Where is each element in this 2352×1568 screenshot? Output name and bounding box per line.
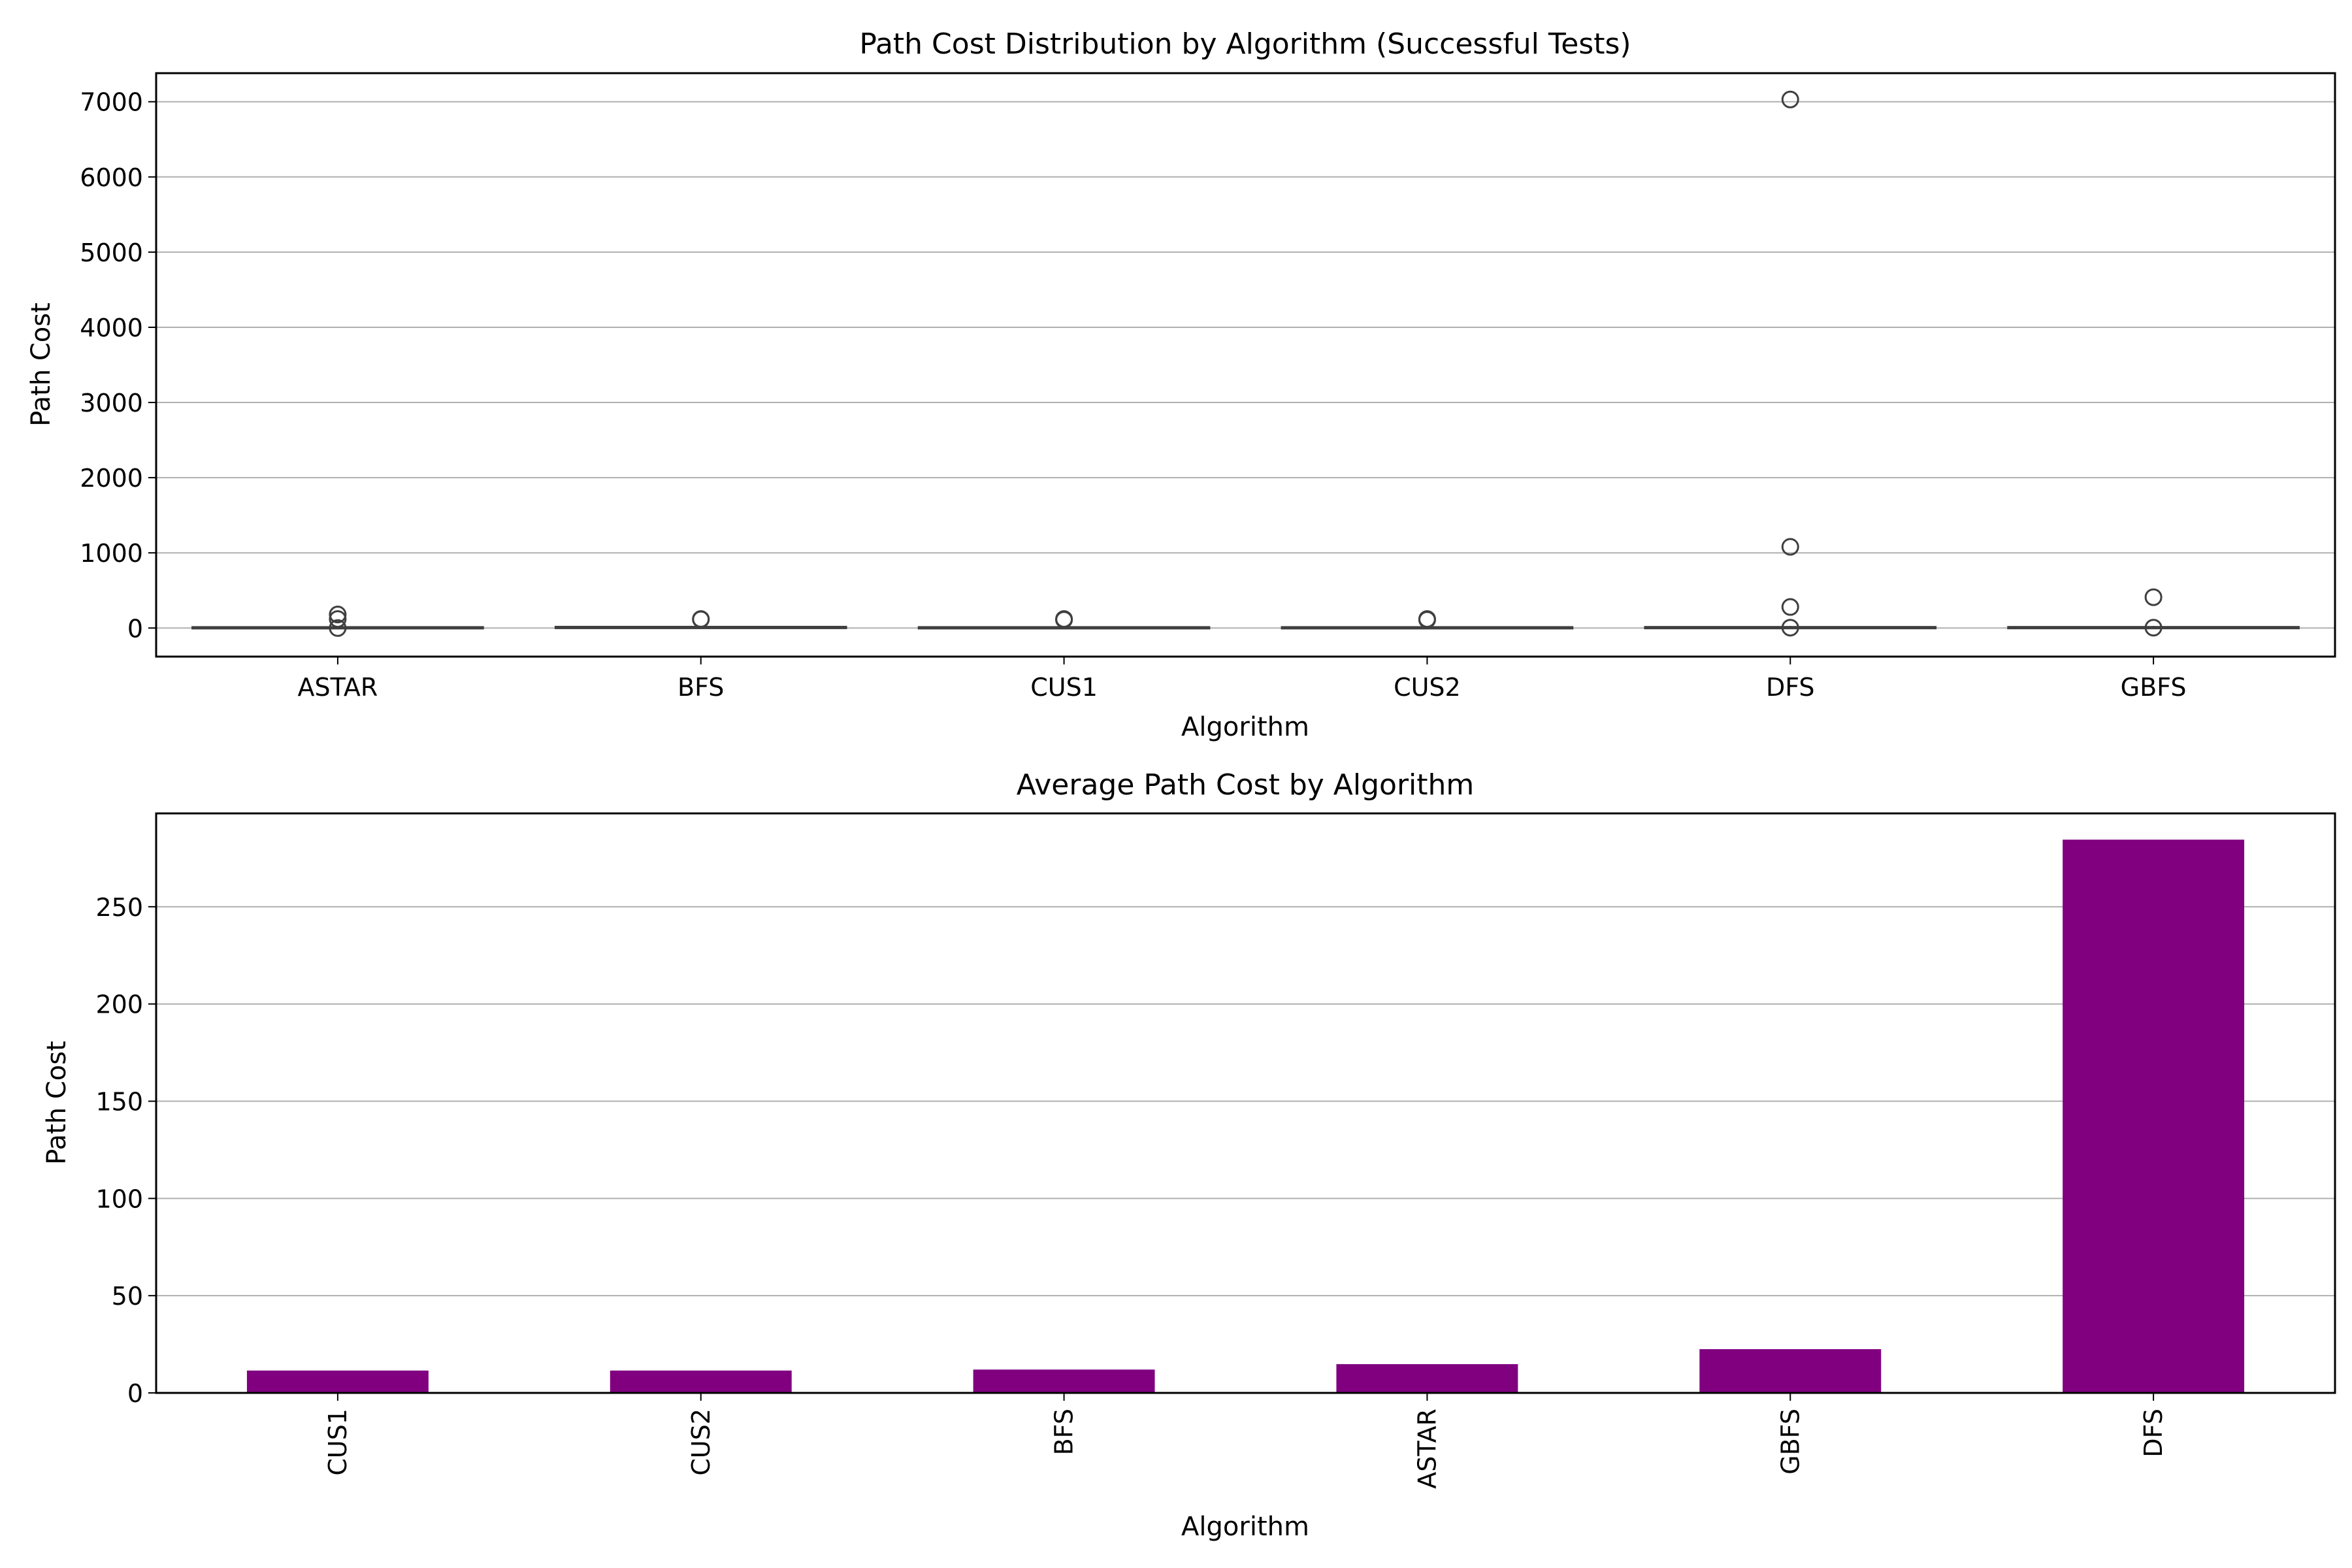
box-x-tick-label-cus2: CUS2: [1394, 673, 1461, 702]
bar-y-tick-label-250: 250: [95, 893, 143, 922]
box-y-tick-label-6000: 6000: [80, 163, 143, 192]
bar-y-tick-label-200: 200: [95, 990, 143, 1019]
box-outlier-dfs-0: [1781, 90, 1799, 108]
bar-astar: [1336, 1364, 1518, 1393]
box-y-tick-label-5000: 5000: [80, 238, 143, 267]
bar-gbfs: [1699, 1349, 1882, 1393]
bar-x-tick-label-bfs: BFS: [1050, 1409, 1079, 1455]
box-x-tick-label-astar: ASTAR: [298, 673, 378, 702]
box-y-tick-label-1000: 1000: [80, 539, 143, 568]
box-outlier-cus1-1: [1055, 611, 1073, 629]
box-y-tick-label-7000: 7000: [80, 88, 143, 117]
box-outlier-dfs-3: [1781, 619, 1799, 637]
box-y-tick-label-2000: 2000: [80, 464, 143, 493]
box-plot-y-ticks: 0 1000 2000 3000 4000 5000 6000 7000: [80, 88, 156, 643]
box-x-tick-label-cus1: CUS1: [1030, 673, 1098, 702]
box-x-tick-label-bfs: BFS: [678, 673, 724, 702]
box-plot-panel: Path Cost Distribution by Algorithm (Suc…: [26, 27, 2336, 742]
box-plot-x-axis-label: Algorithm: [1181, 712, 1309, 742]
bar-chart-frame: [155, 812, 2336, 1394]
box-outlier-dfs-2: [1781, 598, 1799, 616]
bar-chart-panel: Average Path Cost by Algorithm 0 50 100 150…: [42, 768, 2336, 1542]
bar-x-tick-label-cus1: CUS1: [323, 1409, 352, 1476]
bar-y-tick-label-100: 100: [95, 1184, 143, 1213]
bar-x-tick-label-gbfs: GBFS: [1776, 1409, 1805, 1475]
bar-x-tick-label-astar: ASTAR: [1413, 1409, 1441, 1489]
box-plot-gridlines: [156, 101, 2335, 629]
bar-chart-bars: [246, 840, 2245, 1393]
box-outlier-astar-2: [329, 619, 347, 637]
bar-x-tick-label-dfs: DFS: [2139, 1409, 2168, 1458]
box-outlier-astar-0: [329, 606, 347, 624]
bar-chart-y-axis-label: Path Cost: [42, 1041, 72, 1165]
bar-y-tick-label-50: 50: [112, 1282, 143, 1311]
box-y-tick-label-4000: 4000: [80, 314, 143, 342]
bar-x-tick-label-cus2: CUS2: [687, 1409, 715, 1476]
bar-cus2: [610, 1370, 792, 1393]
box-outlier-astar-1: [329, 610, 347, 628]
bar-chart-title: Average Path Cost by Algorithm: [1017, 768, 1475, 802]
box-plot-title: Path Cost Distribution by Algorithm (Suc…: [859, 27, 1631, 61]
box-plot-x-ticks: ASTAR BFS CUS1 CUS2 DFS GBFS: [298, 657, 2187, 702]
bar-bfs: [973, 1369, 1155, 1393]
box-outlier-gbfs-1: [2144, 619, 2163, 637]
bar-cus1: [246, 1370, 429, 1393]
bar-chart-gridlines: [156, 906, 2335, 1297]
bar-y-tick-label-0: 0: [127, 1379, 143, 1408]
bar-chart-x-axis-label: Algorithm: [1181, 1512, 1309, 1542]
box-outlier-dfs-1: [1781, 538, 1799, 556]
box-outlier-bfs-1: [692, 610, 710, 629]
box-outlier-gbfs-0: [2144, 588, 2163, 606]
box-y-tick-label-3000: 3000: [80, 389, 143, 417]
box-plot-marks: [191, 90, 2300, 637]
bar-chart-x-ticks: CUS1 CUS2 BFS ASTAR GBFS DFS: [323, 1393, 2168, 1489]
bar-dfs: [2063, 840, 2245, 1393]
box-x-tick-label-dfs: DFS: [1766, 673, 1815, 702]
bar-y-tick-label-150: 150: [95, 1088, 143, 1117]
box-outlier-cus2-1: [1418, 611, 1436, 629]
box-y-tick-label-0: 0: [127, 614, 143, 643]
box-plot-frame: [155, 72, 2336, 658]
bar-chart-y-ticks: 0 50 100 150 200 250: [95, 893, 156, 1408]
box-x-tick-label-gbfs: GBFS: [2121, 673, 2187, 702]
box-plot-y-axis-label: Path Cost: [26, 302, 56, 427]
